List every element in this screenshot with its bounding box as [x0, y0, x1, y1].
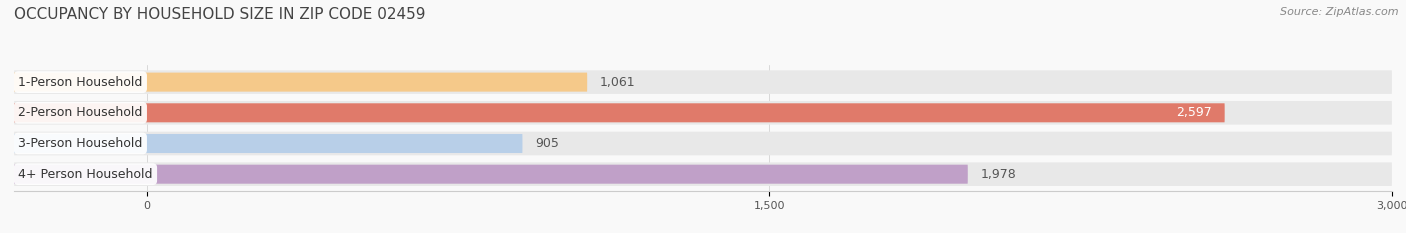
Text: 905: 905: [534, 137, 558, 150]
FancyBboxPatch shape: [14, 162, 1392, 186]
FancyBboxPatch shape: [14, 165, 967, 184]
FancyBboxPatch shape: [14, 103, 1225, 122]
Text: Source: ZipAtlas.com: Source: ZipAtlas.com: [1281, 7, 1399, 17]
Text: 1-Person Household: 1-Person Household: [18, 76, 142, 89]
Text: 2-Person Household: 2-Person Household: [18, 106, 142, 119]
Text: 3-Person Household: 3-Person Household: [18, 137, 142, 150]
FancyBboxPatch shape: [14, 132, 1392, 155]
Text: OCCUPANCY BY HOUSEHOLD SIZE IN ZIP CODE 02459: OCCUPANCY BY HOUSEHOLD SIZE IN ZIP CODE …: [14, 7, 426, 22]
Text: 4+ Person Household: 4+ Person Household: [18, 168, 153, 181]
FancyBboxPatch shape: [14, 134, 523, 153]
Text: 2,597: 2,597: [1177, 106, 1212, 119]
FancyBboxPatch shape: [14, 70, 1392, 94]
Text: 1,061: 1,061: [600, 76, 636, 89]
FancyBboxPatch shape: [14, 101, 1392, 125]
FancyBboxPatch shape: [14, 73, 588, 92]
Text: 1,978: 1,978: [980, 168, 1017, 181]
